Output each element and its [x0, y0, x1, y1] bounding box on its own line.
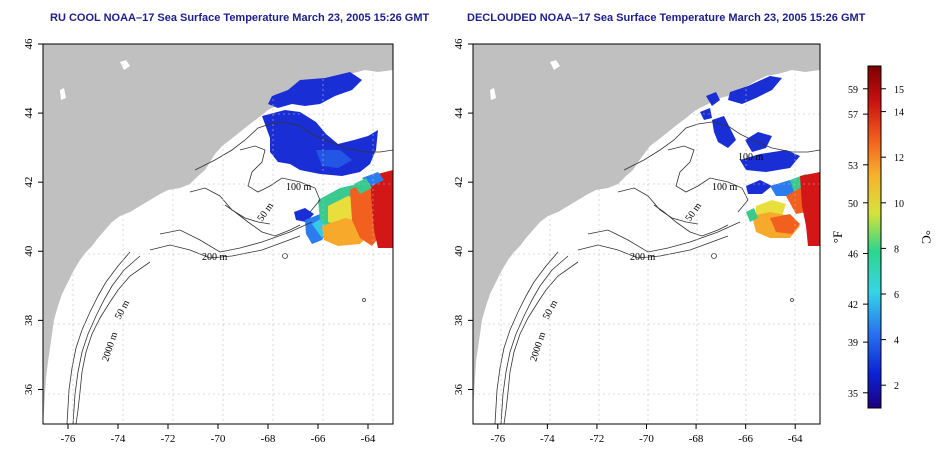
x-tick-label: -74	[540, 433, 555, 445]
left-contour-label: 100 m	[286, 182, 312, 193]
y-tick-label: 40	[453, 245, 465, 256]
left-axis-ticks: -76 -74 -72 -70 -68 -66 -64 46 44 42 40 38 36	[23, 38, 376, 445]
celsius-tick-label: 14	[894, 108, 904, 119]
fahrenheit-tick-label: 57	[848, 110, 858, 121]
y-tick-label: 42	[23, 177, 35, 188]
left-bathymetry-contours	[66, 121, 393, 424]
left-sst-data	[262, 72, 393, 248]
y-tick-label: 40	[23, 245, 35, 256]
y-tick-label: 42	[453, 177, 465, 188]
colorbar-gradient	[867, 65, 882, 409]
fahrenheit-tick-label: 42	[848, 300, 858, 311]
x-tick-label: -72	[161, 433, 176, 445]
celsius-tick-label: 2	[894, 381, 899, 392]
right-sst-data	[700, 76, 820, 246]
x-tick-label: -76	[490, 433, 505, 445]
colorbar-unit-fahrenheit: °F	[830, 231, 845, 243]
colorbar-unit-celsius: °C	[919, 230, 934, 244]
y-tick-label: 38	[453, 314, 465, 326]
x-tick-label: -68	[689, 433, 704, 445]
x-tick-label: -76	[61, 433, 76, 445]
celsius-tick-label: 8	[894, 244, 899, 255]
fahrenheit-tick-label: 46	[848, 249, 858, 260]
x-tick-label: -66	[738, 433, 753, 445]
right-map-panel: 100 m 100 m 50 m 200 m 50 m 2000 m -76 -7…	[453, 38, 821, 445]
x-tick-label: -64	[361, 433, 376, 445]
celsius-tick-label: 10	[894, 199, 904, 210]
celsius-tick-label: 15	[894, 85, 904, 96]
x-tick-label: -70	[211, 433, 226, 445]
left-panel-title: RU COOL NOAA–17 Sea Surface Temperature …	[50, 12, 430, 24]
fahrenheit-tick-label: 35	[848, 389, 858, 400]
fahrenheit-tick-label: 59	[848, 85, 858, 96]
right-panel-title: DECLOUDED NOAA–17 Sea Surface Temperatur…	[467, 12, 866, 24]
fahrenheit-tick-label: 53	[848, 161, 858, 172]
right-contour-label: 200 m	[630, 252, 656, 263]
left-land-mass	[43, 44, 393, 424]
y-tick-label: 38	[23, 314, 35, 326]
y-tick-label: 36	[453, 383, 465, 395]
x-tick-label: -74	[111, 433, 126, 445]
right-contour-label: 100 m	[738, 152, 764, 163]
right-graticule	[473, 44, 820, 424]
y-tick-label: 44	[453, 107, 465, 119]
x-tick-label: -68	[261, 433, 276, 445]
right-land-mass	[473, 44, 820, 424]
x-tick-label: -72	[590, 433, 605, 445]
fahrenheit-tick-label: 50	[848, 199, 858, 210]
left-map-panel: 100 m 50 m 200 m 50 m 2000 m -76 -74 -72 -7…	[23, 38, 394, 445]
x-tick-label: -66	[311, 433, 326, 445]
y-tick-label: 46	[453, 38, 465, 50]
celsius-tick-label: 6	[894, 290, 899, 301]
celsius-tick-label: 4	[894, 336, 899, 347]
x-tick-label: -70	[639, 433, 654, 445]
right-contour-label: 100 m	[712, 182, 738, 193]
fahrenheit-tick-label: 39	[848, 338, 858, 349]
y-tick-label: 36	[23, 383, 35, 395]
y-tick-label: 46	[23, 38, 35, 50]
left-contour-label: 200 m	[202, 252, 228, 263]
y-tick-label: 44	[23, 107, 35, 119]
left-graticule	[43, 44, 393, 424]
right-axis-ticks: -76 -74 -72 -70 -68 -66 -64 46 44 42 40 38 36	[453, 38, 803, 445]
celsius-tick-label: 12	[894, 153, 904, 164]
x-tick-label: -64	[788, 433, 803, 445]
right-bathymetry-contours	[494, 121, 820, 424]
